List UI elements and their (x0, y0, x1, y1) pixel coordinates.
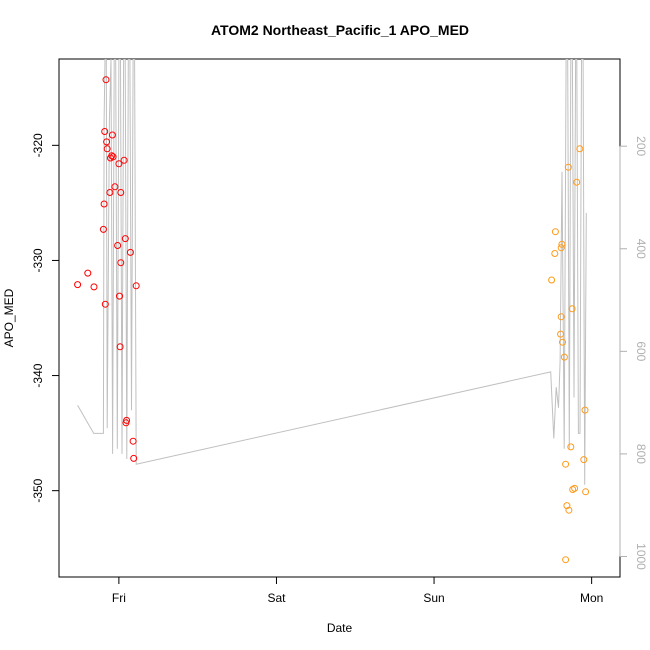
data-point-series-1 (115, 160, 123, 168)
data-point-series-2 (564, 163, 572, 171)
y2-tick-label: 200 (634, 136, 648, 156)
y2-tick-label: 800 (634, 444, 648, 464)
data-point-series-2 (580, 456, 588, 464)
data-point-series-1 (108, 152, 116, 160)
data-point-series-2 (551, 228, 559, 236)
data-point-series-2 (581, 406, 589, 414)
data-point-series-1 (114, 242, 122, 249)
data-point-series-1 (108, 131, 116, 139)
data-point-series-1 (99, 225, 107, 233)
data-point-series-2 (568, 305, 576, 313)
x-tick-label: Mon (580, 591, 603, 605)
data-point-series-1 (101, 128, 109, 135)
y2-tick-label: 1000 (634, 543, 648, 570)
data-point-series-1 (84, 269, 92, 277)
data-point-series-2 (563, 502, 571, 510)
pressure-line (77, 59, 587, 485)
data-point-series-1 (116, 343, 124, 351)
y-tick-label: -350 (31, 478, 45, 502)
data-point-series-1 (102, 76, 110, 84)
plot-frame (58, 58, 621, 578)
data-point-series-1 (120, 156, 128, 164)
y-tick-label: -330 (31, 248, 45, 272)
data-point-series-1 (74, 281, 82, 289)
data-point-series-1 (111, 183, 119, 191)
pressure-line-layer (77, 59, 587, 485)
y2-tick-label: 600 (634, 341, 648, 361)
y-axis-label: APO_MED (2, 288, 16, 347)
y2-tick-label: 400 (634, 239, 648, 259)
data-point-series-2 (562, 556, 570, 564)
data-point-series-2 (567, 443, 575, 451)
data-point-series-1 (103, 138, 111, 146)
data-point-series-1 (130, 454, 138, 462)
data-point-series-2 (557, 313, 565, 321)
data-point-series-1 (103, 145, 111, 153)
data-point-series-2 (557, 330, 565, 338)
data-point-series-1 (129, 437, 137, 445)
data-point-series-1 (117, 259, 125, 267)
y-axis: -320 -330 -340 -350 (31, 133, 60, 503)
x-tick-label: Sat (267, 591, 286, 605)
x-axis: Fri Sat Sun Mon (112, 576, 603, 605)
data-point-series-2 (551, 250, 559, 257)
data-point-series-1 (117, 189, 125, 196)
data-point-series-1 (126, 248, 134, 256)
data-point-series-2 (557, 244, 565, 252)
data-point-series-1 (101, 300, 109, 308)
data-point-series-2 (558, 240, 566, 248)
data-point-series-2 (565, 506, 573, 514)
y-tick-label: -320 (31, 133, 45, 157)
x-axis-label: Date (327, 621, 353, 635)
data-point-series-2 (562, 460, 570, 468)
data-points-layer (74, 76, 590, 564)
data-point-series-1 (109, 153, 117, 161)
data-point-series-2 (576, 145, 584, 153)
y-tick-label: -340 (31, 363, 45, 387)
data-point-series-1 (90, 283, 98, 291)
data-point-series-2 (571, 484, 579, 492)
data-point-series-2 (560, 353, 568, 361)
data-point-series-2 (573, 178, 581, 186)
data-point-series-1 (100, 200, 108, 208)
data-point-series-1 (132, 282, 140, 290)
data-point-series-2 (582, 488, 590, 496)
secondary-y-axis: 200 400 600 800 1000 (619, 136, 648, 570)
data-point-series-1 (121, 235, 129, 243)
x-tick-label: Sun (423, 591, 444, 605)
data-point-series-2 (559, 338, 566, 346)
data-point-series-1 (116, 292, 123, 300)
data-point-series-1 (123, 416, 131, 424)
data-point-series-1 (106, 189, 114, 196)
chart-title: ATOM2 Northeast_Pacific_1 APO_MED (211, 22, 469, 38)
x-tick-label: Fri (112, 591, 126, 605)
data-point-series-2 (548, 276, 556, 284)
